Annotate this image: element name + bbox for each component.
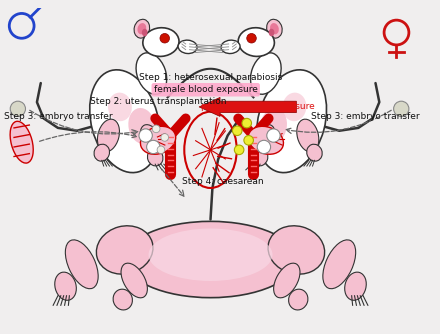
Ellipse shape — [136, 53, 167, 94]
Ellipse shape — [94, 144, 110, 161]
Ellipse shape — [253, 149, 268, 166]
Text: Step 3: embryo transfer: Step 3: embryo transfer — [311, 112, 419, 121]
Ellipse shape — [125, 221, 297, 298]
Ellipse shape — [345, 272, 366, 300]
Ellipse shape — [178, 40, 197, 53]
Ellipse shape — [260, 108, 287, 144]
Text: Step 4: caesarean: Step 4: caesarean — [182, 177, 264, 186]
Ellipse shape — [140, 126, 176, 154]
Circle shape — [161, 134, 169, 141]
Ellipse shape — [96, 226, 153, 274]
Circle shape — [157, 146, 165, 154]
Ellipse shape — [55, 272, 76, 300]
Ellipse shape — [108, 93, 132, 121]
Circle shape — [10, 101, 26, 117]
Ellipse shape — [134, 19, 150, 38]
Ellipse shape — [147, 149, 163, 166]
Circle shape — [394, 101, 409, 117]
Ellipse shape — [323, 240, 356, 289]
Circle shape — [232, 126, 242, 136]
Ellipse shape — [248, 126, 283, 154]
Ellipse shape — [282, 93, 306, 121]
Circle shape — [242, 118, 252, 128]
Text: Step 2: uterus transplantation: Step 2: uterus transplantation — [90, 97, 227, 106]
Circle shape — [139, 129, 152, 142]
Circle shape — [147, 140, 160, 154]
Ellipse shape — [268, 226, 325, 274]
Ellipse shape — [270, 23, 279, 34]
Ellipse shape — [221, 40, 240, 53]
Text: female blood exposure: female blood exposure — [154, 85, 258, 94]
Ellipse shape — [143, 28, 179, 56]
Circle shape — [160, 33, 169, 43]
Ellipse shape — [267, 19, 282, 38]
Ellipse shape — [66, 240, 98, 289]
Text: Step 1: heterosexual parabiosis: Step 1: heterosexual parabiosis — [139, 73, 282, 82]
FancyArrow shape — [199, 98, 297, 117]
Ellipse shape — [257, 70, 326, 173]
Circle shape — [235, 145, 244, 155]
Circle shape — [257, 140, 271, 154]
Ellipse shape — [250, 53, 281, 94]
Ellipse shape — [113, 289, 132, 310]
Ellipse shape — [253, 125, 275, 156]
Circle shape — [152, 125, 160, 133]
Circle shape — [244, 136, 253, 145]
Ellipse shape — [269, 29, 275, 36]
Text: Step 3: embryo transfer: Step 3: embryo transfer — [4, 112, 112, 121]
Ellipse shape — [297, 119, 319, 152]
Ellipse shape — [274, 263, 300, 298]
Ellipse shape — [142, 29, 147, 36]
Ellipse shape — [307, 144, 322, 161]
Ellipse shape — [289, 289, 308, 310]
Ellipse shape — [97, 119, 120, 152]
Ellipse shape — [149, 228, 272, 281]
Circle shape — [267, 129, 280, 142]
Ellipse shape — [10, 121, 33, 163]
Ellipse shape — [137, 23, 146, 34]
Ellipse shape — [121, 263, 147, 298]
Ellipse shape — [128, 108, 155, 144]
Circle shape — [247, 33, 256, 43]
Ellipse shape — [90, 70, 160, 173]
Ellipse shape — [140, 125, 162, 156]
Ellipse shape — [238, 28, 275, 56]
Text: pregnant blood exposure: pregnant blood exposure — [202, 103, 315, 112]
